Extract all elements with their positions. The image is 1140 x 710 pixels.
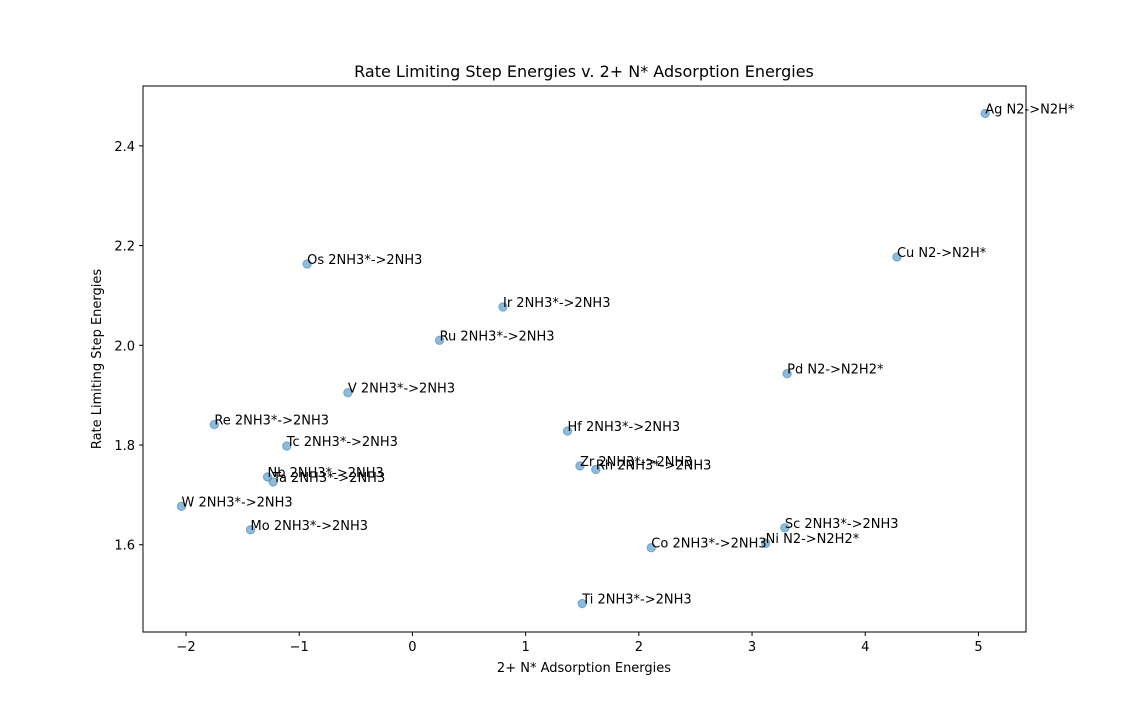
data-point [176, 501, 187, 512]
point-label: Hf 2NH3*->2NH3 [568, 420, 681, 435]
point-label: Rh 2NH3*->2NH3 [596, 458, 712, 473]
data-point [343, 387, 353, 398]
data-point [646, 543, 656, 553]
data-point [302, 259, 312, 269]
data-point [591, 464, 601, 475]
x-axis-ticks: −2 −1 0 1 2 3 4 5 [176, 632, 983, 655]
x-tick-label: 0 [408, 640, 416, 655]
point-label: Cu N2->N2H* [897, 246, 987, 261]
data-point [760, 538, 771, 548]
data-point [434, 335, 445, 346]
point-label: Re 2NH3*->2NH3 [214, 414, 329, 429]
y-tick-label: 1.8 [114, 439, 135, 454]
chart-title: Rate Limiting Step Energies v. 2+ N* Ads… [354, 62, 814, 81]
point-label: Sc 2NH3*->2NH3 [785, 517, 899, 532]
point-label: Ti 2NH3*->2NH3 [581, 593, 691, 608]
point-label: Pd N2->N2H2* [787, 363, 884, 378]
data-point [209, 419, 220, 430]
data-point [577, 598, 587, 609]
y-tick-label: 2.4 [114, 140, 135, 155]
point-label: Ni N2->N2H2* [766, 532, 860, 547]
points-layer [176, 108, 990, 609]
y-axis-ticks: 1.6 1.8 2.0 2.2 2.4 [114, 140, 143, 554]
data-point [892, 252, 902, 262]
data-point [245, 525, 256, 535]
data-point [562, 426, 573, 436]
labels-layer: Ag N2->N2H* Cu N2->N2H* Os 2NH3*->2NH3 Ir 2… [181, 102, 1074, 607]
data-point [282, 441, 292, 451]
data-point [268, 477, 278, 487]
point-label: Zr 2NH3*->2NH3 [580, 455, 693, 470]
y-tick-label: 2.0 [114, 339, 135, 354]
point-label: Os 2NH3*->2NH3 [307, 253, 422, 268]
data-point [780, 523, 790, 533]
point-label: Ru 2NH3*->2NH3 [440, 329, 555, 344]
plot-frame [142, 85, 1027, 633]
point-label: W 2NH3*->2NH3 [181, 495, 292, 510]
point-label: Ag N2->N2H* [985, 102, 1075, 117]
x-tick-label: 5 [974, 640, 982, 655]
data-point [980, 108, 990, 119]
y-axis-label: Rate Limiting Step Energies [90, 269, 105, 450]
data-point [575, 461, 585, 471]
y-tick-label: 2.2 [114, 240, 135, 255]
point-label: V 2NH3*->2NH3 [348, 382, 455, 397]
y-tick-label: 1.6 [114, 539, 135, 554]
x-tick-label: 2 [635, 640, 643, 655]
point-label: Mo 2NH3*->2NH3 [251, 519, 368, 534]
data-point [782, 369, 792, 379]
point-label: Co 2NH3*->2NH3 [651, 537, 766, 552]
x-tick-label: 1 [521, 640, 529, 655]
point-label: Nb 2NH3*->2NH3 [268, 466, 384, 481]
x-tick-label: 4 [861, 640, 869, 655]
x-tick-label: 3 [748, 640, 756, 655]
x-tick-label: −2 [176, 640, 195, 655]
data-point [498, 302, 508, 312]
x-tick-label: −1 [290, 640, 309, 655]
point-label: Ta 2NH3*->2NH3 [272, 471, 385, 486]
x-axis-label: 2+ N* Adsorption Energies [497, 661, 671, 676]
point-label: Ir 2NH3*->2NH3 [503, 296, 610, 311]
point-label: Tc 2NH3*->2NH3 [286, 435, 398, 450]
